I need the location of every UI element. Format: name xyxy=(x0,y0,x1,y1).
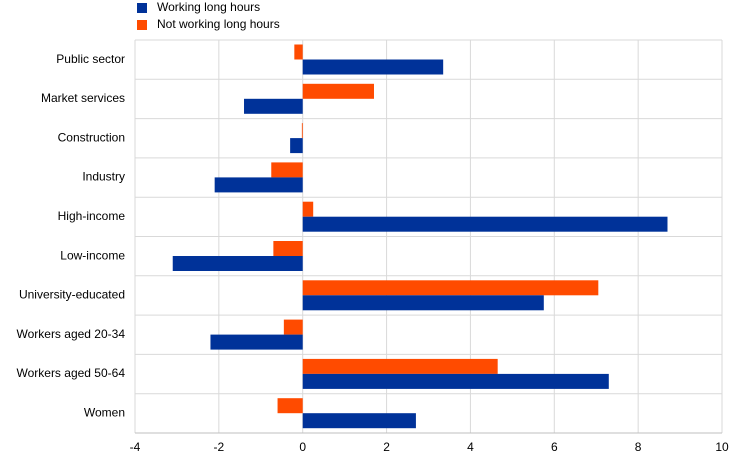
bar xyxy=(302,358,498,374)
x-tick-label: -4 xyxy=(130,440,141,454)
y-tick-label: Women xyxy=(84,406,125,420)
bar xyxy=(302,413,416,429)
bar xyxy=(290,138,303,154)
bar xyxy=(273,241,303,256)
x-tick-label: 0 xyxy=(299,440,306,454)
x-tick-label: 8 xyxy=(635,440,642,454)
bar xyxy=(271,162,303,178)
bar xyxy=(301,123,303,139)
bar xyxy=(302,59,444,75)
y-tick-label: Low-income xyxy=(60,248,125,262)
y-tick-label: Workers aged 50-64 xyxy=(16,366,125,380)
bar xyxy=(283,319,303,335)
bar xyxy=(302,83,374,99)
y-tick-label: High-income xyxy=(58,209,126,223)
x-tick-label: 6 xyxy=(551,440,558,454)
legend-swatch xyxy=(137,20,147,30)
x-tick-label: -2 xyxy=(214,440,225,454)
bar xyxy=(214,177,303,193)
bar xyxy=(302,295,544,311)
legend-label: Not working long hours xyxy=(157,17,280,31)
y-tick-label: Industry xyxy=(82,170,125,184)
bar xyxy=(210,334,303,350)
bar xyxy=(172,256,303,271)
x-tick-label: 2 xyxy=(383,440,390,454)
bar xyxy=(244,98,303,114)
legend-label: Working long hours xyxy=(157,0,260,14)
y-tick-label: Market services xyxy=(41,91,125,105)
bar xyxy=(294,44,303,60)
y-tick-label: Workers aged 20-34 xyxy=(16,327,125,341)
x-tick-label: 4 xyxy=(467,440,474,454)
bar xyxy=(302,201,314,217)
y-tick-label: University-educated xyxy=(19,288,125,302)
y-tick-label: Construction xyxy=(58,130,125,144)
x-tick-label: 10 xyxy=(715,440,729,454)
bar xyxy=(277,398,303,414)
legend-swatch xyxy=(137,3,147,13)
bar xyxy=(302,280,599,296)
bar xyxy=(302,216,668,232)
bar xyxy=(302,373,609,389)
y-tick-label: Public sector xyxy=(56,52,125,66)
